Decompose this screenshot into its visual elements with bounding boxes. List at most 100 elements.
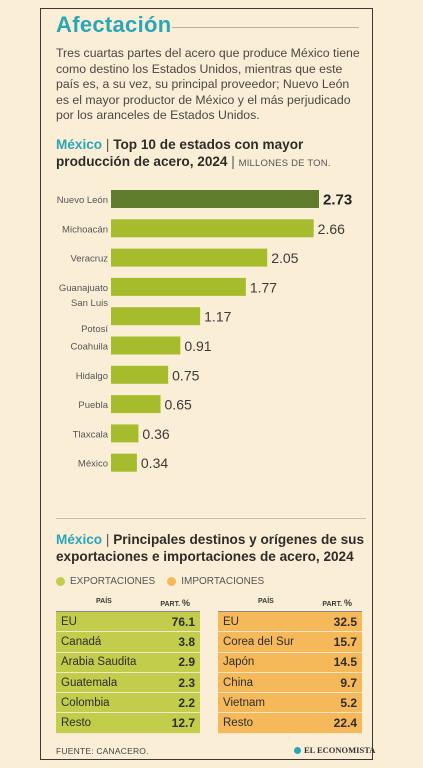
bar-2 <box>111 219 314 238</box>
category-label-9: Tlaxcala <box>73 429 109 440</box>
imports-row-country: EU <box>223 615 239 628</box>
legend-imports-label: IMPORTACIONES <box>181 576 265 587</box>
exports-row-country: Guatemala <box>61 676 118 689</box>
imports-row: Corea del Sur 15.7 <box>218 632 362 653</box>
category-label-4: Guanajuato <box>59 283 108 294</box>
imports-col-share-unit: % <box>343 598 352 608</box>
legend-exports: EXPORTACIONES <box>56 576 155 587</box>
value-label-1: 2.73 <box>323 192 352 209</box>
imports-table-header: PAÍS PART. % <box>218 598 362 611</box>
chart-heading-country: México <box>56 137 103 152</box>
chart-heading-separator: | <box>105 137 110 152</box>
exports-row-value: 12.7 <box>171 716 195 731</box>
imports-table-rows: EU 32.5 Corea del Sur 15.7 Japón 14.5 China 9.7… <box>218 611 362 734</box>
value-label-9: 0.36 <box>142 426 169 442</box>
exports-row-value: 2.3 <box>178 675 195 690</box>
exports-row-country: EU <box>61 615 77 628</box>
chart-unit-separator: | <box>231 153 235 169</box>
value-label-10: 0.34 <box>141 455 168 471</box>
chart-heading-text: Top 10 de estados con mayor producción d… <box>56 137 304 169</box>
value-label-6: 0.91 <box>184 338 211 354</box>
category-label-1: Nuevo León <box>57 195 108 206</box>
imports-col-country: PAÍS <box>258 598 274 605</box>
bar-9 <box>111 424 139 443</box>
exports-row: Colombia 2.2 <box>56 693 200 714</box>
category-label-6: Coahuila <box>71 342 109 353</box>
value-label-7: 0.75 <box>172 367 199 383</box>
imports-row: EU 32.5 <box>218 612 362 633</box>
category-label-8: Puebla <box>78 400 108 411</box>
value-label-8: 0.65 <box>165 397 192 413</box>
exports-row: Resto 12.7 <box>56 713 200 734</box>
exports-row-value: 3.8 <box>178 634 195 649</box>
brand-name: EL ECONOMISTA <box>304 745 376 755</box>
title-rule <box>172 27 359 28</box>
category-label-5-line-2: Potosí <box>81 324 108 335</box>
imports-row: Vietnam 5.2 <box>218 693 362 714</box>
bar-1 <box>111 190 319 208</box>
trade-heading-separator: | <box>105 532 110 547</box>
exports-col-share-label: PART. <box>160 601 181 608</box>
exports-row-country: Arabia Saudita <box>61 656 137 669</box>
brand-logo: EL ECONOMISTA <box>294 745 375 755</box>
exports-table-header: PAÍS PART. % <box>56 598 200 611</box>
legend-imports: IMPORTACIONES <box>167 576 264 587</box>
exports-row: EU 76.1 <box>56 612 200 633</box>
value-label-3: 2.05 <box>271 250 298 266</box>
imports-row-country: Japón <box>223 656 255 669</box>
imports-swatch-icon <box>167 577 177 586</box>
imports-row-value: 9.7 <box>340 675 357 690</box>
legend-exports-label: EXPORTACIONES <box>70 576 156 587</box>
bar-7 <box>111 365 169 384</box>
exports-col-share: PART. % <box>160 598 190 611</box>
bar-8 <box>111 395 161 414</box>
imports-table: PAÍS PART. % EU 32.5 Corea del Sur 15.7 Japó… <box>218 598 362 734</box>
exports-row: Canadá 3.8 <box>56 632 200 653</box>
imports-row: China 9.7 <box>218 672 362 694</box>
trade-legend: EXPORTACIONES IMPORTACIONES <box>56 576 276 587</box>
imports-row-country: Vietnam <box>223 696 265 709</box>
trade-heading-country: México <box>56 532 103 547</box>
value-label-5: 1.17 <box>204 309 231 325</box>
imports-col-share: PART. % <box>322 598 352 611</box>
exports-col-share-unit: % <box>181 598 190 608</box>
exports-row-country: Canadá <box>61 635 102 648</box>
imports-row: Resto 22.4 <box>218 713 362 734</box>
imports-row-value: 14.5 <box>333 655 357 670</box>
value-label-2: 2.66 <box>318 221 345 237</box>
trade-heading: México | Principales destinos y orígenes… <box>56 532 368 565</box>
exports-col-country: PAÍS <box>96 598 112 605</box>
category-label-2: Michoacán <box>62 224 108 235</box>
category-label-10: México <box>78 459 108 470</box>
chart-heading: México | Top 10 de estados con mayor pro… <box>56 137 368 172</box>
exports-swatch-icon <box>56 577 65 586</box>
imports-row-value: 32.5 <box>333 614 357 629</box>
brand-mark-icon <box>294 746 301 754</box>
exports-row-value: 2.9 <box>178 655 195 670</box>
value-label-4: 1.77 <box>250 279 277 295</box>
exports-row: Guatemala 2.3 <box>56 672 200 694</box>
imports-row-country: China <box>223 676 254 689</box>
exports-row-value: 76.1 <box>171 614 195 629</box>
source-note: FUENTE: CANACERO. <box>56 746 149 756</box>
bar-5 <box>111 307 201 326</box>
exports-row-country: Resto <box>61 717 92 730</box>
imports-row-value: 22.4 <box>333 716 357 731</box>
category-label-3: Veracruz <box>71 254 109 265</box>
bar-3 <box>111 248 268 267</box>
exports-row: Arabia Saudita 2.9 <box>56 652 200 673</box>
chart-unit: MILLONES DE TON. <box>238 157 331 169</box>
exports-row-country: Colombia <box>61 696 110 709</box>
exports-table-rows: EU 76.1 Canadá 3.8 Arabia Saudita 2.9 Guatemal… <box>56 611 200 734</box>
intro-text: Tres cuartas partes del acero que produc… <box>56 46 360 123</box>
exports-row-value: 2.2 <box>178 695 195 710</box>
category-label-5-line-1: San Luis <box>71 298 108 309</box>
section-divider <box>56 518 366 519</box>
imports-row-country: Resto <box>223 717 254 730</box>
imports-row: Japón 14.5 <box>218 652 362 673</box>
imports-col-share-label: PART. <box>322 601 343 608</box>
imports-row-country: Corea del Sur <box>223 635 294 648</box>
category-label-7: Hidalgo <box>76 371 108 382</box>
bar-4 <box>111 277 246 296</box>
